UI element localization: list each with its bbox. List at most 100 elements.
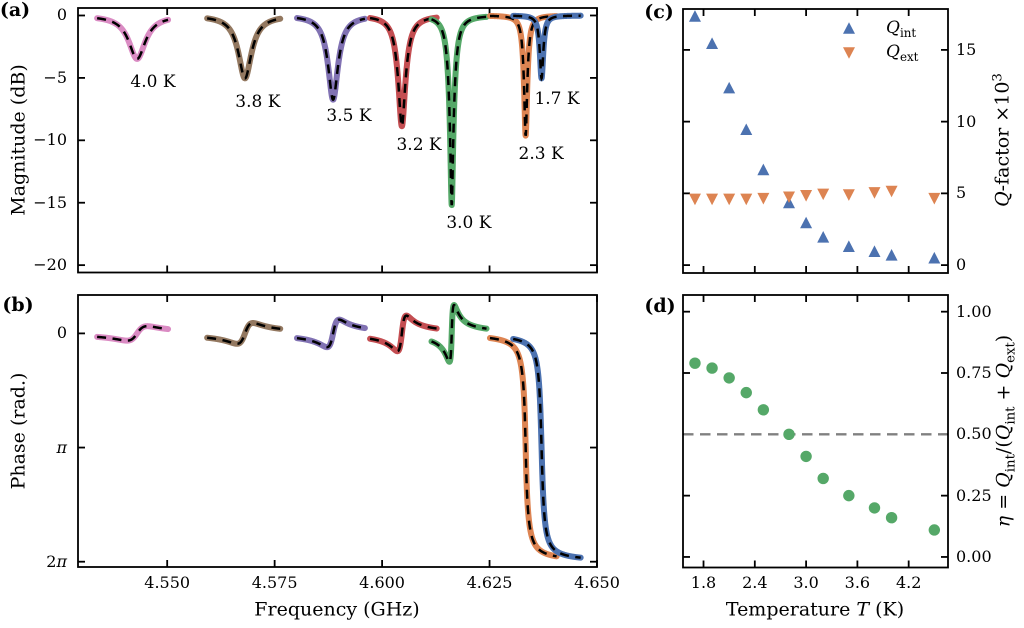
frequency-tick-label: 4.550 bbox=[144, 573, 191, 592]
qfactor-tick-label: 10 bbox=[956, 111, 977, 131]
magnitude-axis-label: Magnitude (dB) bbox=[7, 64, 30, 216]
scatter-marker bbox=[723, 372, 735, 384]
eta-scatter bbox=[684, 357, 947, 536]
frequency-tick-label: 4.575 bbox=[251, 573, 298, 592]
scatter-marker bbox=[740, 193, 753, 206]
eta-tick-label: 0.50 bbox=[956, 424, 992, 444]
temperature-label: 3.8 K bbox=[235, 91, 281, 112]
qfactor-axis-label: Q-factor ×103 bbox=[990, 73, 1014, 207]
axes-frame bbox=[77, 7, 598, 274]
scatter-marker bbox=[817, 188, 830, 201]
temperature-label: 3.2 K bbox=[396, 135, 442, 156]
scatter-marker bbox=[757, 192, 770, 205]
scatter-marker bbox=[885, 185, 898, 198]
resonance-fit-curve bbox=[431, 15, 487, 206]
scatter-marker bbox=[868, 245, 881, 257]
temperature-tick-label: 1.8 bbox=[690, 573, 717, 592]
panel-label-b: (b) bbox=[2, 294, 34, 316]
temperature-tick-label: 4.2 bbox=[895, 573, 922, 592]
magnitude-tick-label: 0 bbox=[56, 5, 67, 25]
scatter-marker bbox=[723, 193, 736, 206]
resonance-data-curve bbox=[428, 13, 490, 209]
legend-label-qint: Qint bbox=[886, 17, 917, 41]
temperature-axis-label: Temperature T (K) bbox=[725, 598, 905, 621]
phase-curves bbox=[94, 302, 584, 561]
scatter-marker bbox=[783, 191, 795, 204]
temperature-tick-label: 3.6 bbox=[844, 573, 871, 592]
resonance-data-curve bbox=[367, 312, 440, 355]
resonance-fit-curve bbox=[296, 318, 366, 349]
scatter-marker bbox=[843, 489, 855, 502]
scatter-marker bbox=[800, 450, 812, 463]
frequency-tick-label: 4.600 bbox=[359, 573, 405, 592]
magnitude-tick-label: −15 bbox=[33, 192, 67, 212]
scatter-marker bbox=[689, 357, 701, 369]
scatter-marker bbox=[928, 192, 941, 205]
phase-tick-label: π bbox=[56, 437, 67, 457]
scatter-marker bbox=[706, 362, 718, 374]
temperature-label: 1.7 K bbox=[534, 88, 580, 109]
qfactor-tick-label: 5 bbox=[956, 183, 967, 203]
resonance-fit-curve bbox=[513, 14, 581, 82]
temperature-label: 3.0 K bbox=[446, 212, 492, 233]
scatter-marker bbox=[843, 47, 855, 59]
eta-tick-label: 0.75 bbox=[956, 362, 992, 382]
resonance-fit-curve bbox=[96, 16, 169, 61]
scatter-marker bbox=[783, 428, 795, 441]
phase-axis-label: Phase (rad.) bbox=[7, 372, 30, 490]
qfactor-tick-label: 0 bbox=[956, 255, 967, 275]
resonance-data-curve bbox=[204, 15, 284, 82]
scatter-marker bbox=[868, 502, 881, 514]
scatter-marker bbox=[800, 190, 813, 202]
phase-tick-label: 0 bbox=[56, 323, 67, 343]
eta-tick-label: 1.00 bbox=[956, 301, 992, 321]
magnitude-tick-label: −20 bbox=[33, 255, 67, 275]
eta-axis-label: η = Qint/(Qint + Qext) bbox=[992, 334, 1019, 528]
scatter-marker bbox=[842, 240, 855, 252]
axes-frame bbox=[77, 294, 598, 568]
axes-frame bbox=[682, 8, 949, 274]
panel-label-c: (c) bbox=[644, 1, 674, 23]
resonance-data-curve bbox=[204, 320, 284, 347]
legend-label-qext: Qext bbox=[886, 41, 919, 65]
frequency-axis-label: Frequency (GHz) bbox=[254, 598, 420, 621]
scatter-marker bbox=[817, 472, 829, 485]
magnitude-tick-label: −10 bbox=[33, 130, 67, 150]
scatter-marker bbox=[706, 37, 719, 49]
magnitude-curves bbox=[94, 12, 584, 209]
resonance-fit-curve bbox=[512, 337, 581, 559]
scatter-marker bbox=[928, 251, 941, 264]
eta-tick-label: 0.00 bbox=[956, 546, 992, 566]
panel-label-d: (d) bbox=[644, 295, 676, 317]
scatter-marker bbox=[688, 10, 701, 22]
resonance-fit-curve bbox=[96, 324, 169, 342]
temperature-label: 2.3 K bbox=[518, 144, 564, 165]
scatter-marker bbox=[688, 193, 701, 206]
resonance-fit-curve bbox=[369, 16, 437, 129]
phase-tick-label: 2π bbox=[46, 551, 67, 571]
frequency-tick-label: 4.625 bbox=[466, 573, 513, 592]
eta-tick-label: 0.25 bbox=[956, 485, 992, 505]
panel-label-a: (a) bbox=[0, 0, 31, 21]
scatter-marker bbox=[843, 22, 855, 34]
scatter-marker bbox=[868, 187, 881, 199]
scatter-marker bbox=[757, 163, 770, 176]
scatter-marker bbox=[757, 404, 770, 416]
temperature-tick-label: 3.0 bbox=[793, 573, 819, 592]
scatter-marker bbox=[842, 189, 855, 201]
scatter-marker bbox=[740, 386, 752, 399]
temperature-label: 4.0 K bbox=[130, 72, 176, 93]
qfactor-scatter bbox=[688, 10, 941, 264]
scatter-marker bbox=[740, 123, 753, 136]
scatter-marker bbox=[885, 512, 898, 524]
frequency-tick-label: 4.650 bbox=[574, 573, 620, 592]
resonance-fit-curve bbox=[489, 14, 557, 136]
magnitude-tick-label: −5 bbox=[43, 67, 67, 87]
resonance-data-curve bbox=[367, 14, 440, 130]
qfactor-tick-label: 15 bbox=[956, 39, 977, 59]
resonance-fit-curve bbox=[206, 17, 281, 80]
temperature-label: 3.5 K bbox=[326, 105, 372, 126]
scatter-marker bbox=[817, 231, 830, 243]
